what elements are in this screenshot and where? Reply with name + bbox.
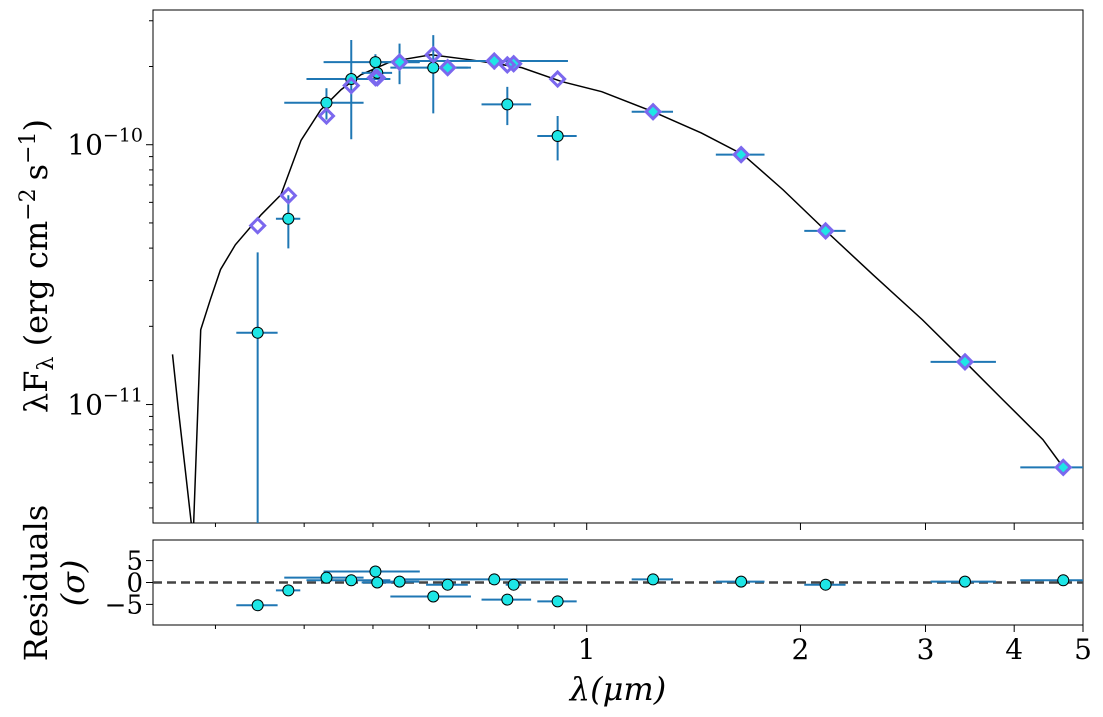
observed-point [369,56,382,69]
y-axis-label: λFλ (erg cm−2 s−1) [16,119,59,413]
model-photometry [248,216,267,235]
residual-point [501,593,514,606]
model-photometry [279,186,298,205]
residual-point [393,575,406,588]
residual-point [551,595,564,608]
y-tick-base: 10 [67,389,103,422]
bottom-plot [153,565,1083,612]
y-axis-label-part: λF [17,371,55,413]
model-photometry [498,55,517,74]
model-photometry [342,76,361,95]
model-photometry [317,106,336,126]
residual-point [282,584,295,597]
y-axis-label-part: −2 [16,188,41,220]
residual-point [735,575,748,588]
y-axis-label-part: ) [17,119,55,131]
model-photometry [1054,458,1073,477]
x-tick-label: 1 [578,633,596,666]
model-photometry [548,69,567,89]
y-axis-label-part: −1 [16,131,41,163]
x-tick-label: 5 [1074,633,1092,666]
y-axis-label-part: s [17,164,55,180]
observed-point [282,212,295,225]
observed-point [551,130,564,143]
y-tick-label: 10−11 [67,385,143,422]
residual-point [345,574,358,587]
y-tick-exponent: −11 [103,385,143,407]
x-tick-label: 2 [792,633,810,666]
model-spectrum [171,53,1064,523]
residual-point [507,578,520,591]
top-plot [171,35,1083,523]
residual-point [441,578,454,591]
y-tick-label: 0 [126,569,143,599]
model-photometry [390,52,409,72]
residual-point [427,590,440,603]
observed-point [251,326,264,339]
residual-point [371,576,384,589]
x-axis-label: λ(μm) [568,670,666,708]
y-tick-label: 10−10 [67,125,143,162]
observed-point [320,96,333,109]
model-photometry [438,58,457,77]
model-photometry [424,45,443,64]
x-tick-label: 4 [1005,633,1023,666]
y-axis-label: Residuals [17,505,55,662]
x-tick-label: 3 [917,633,935,666]
model-photometry [368,68,387,87]
residual-point [251,599,264,612]
model-photometry [955,352,975,371]
residual-point [819,578,832,591]
y-axis-label-part: (erg cm [17,221,55,357]
y-tick-label: −5 [105,590,143,620]
top-axes-frame [152,9,1084,524]
y-tick-exponent: −10 [103,125,143,147]
residual-point [958,575,971,588]
residual-point [647,573,660,586]
y-axis-label-part: λ [34,357,59,371]
model-photometry [504,54,523,73]
model-photometry [816,221,835,241]
residual-point [369,565,382,578]
model-photometry [732,145,751,164]
model-photometry [485,51,504,71]
y-tick-label: 5 [126,547,143,577]
model-photometry [643,102,663,121]
residual-point [488,573,501,586]
y-axis-label: (σ) [54,560,92,607]
residual-point [320,571,333,584]
y-tick-base: 10 [67,129,103,162]
observed-point [501,98,514,111]
residual-point [1057,574,1070,587]
